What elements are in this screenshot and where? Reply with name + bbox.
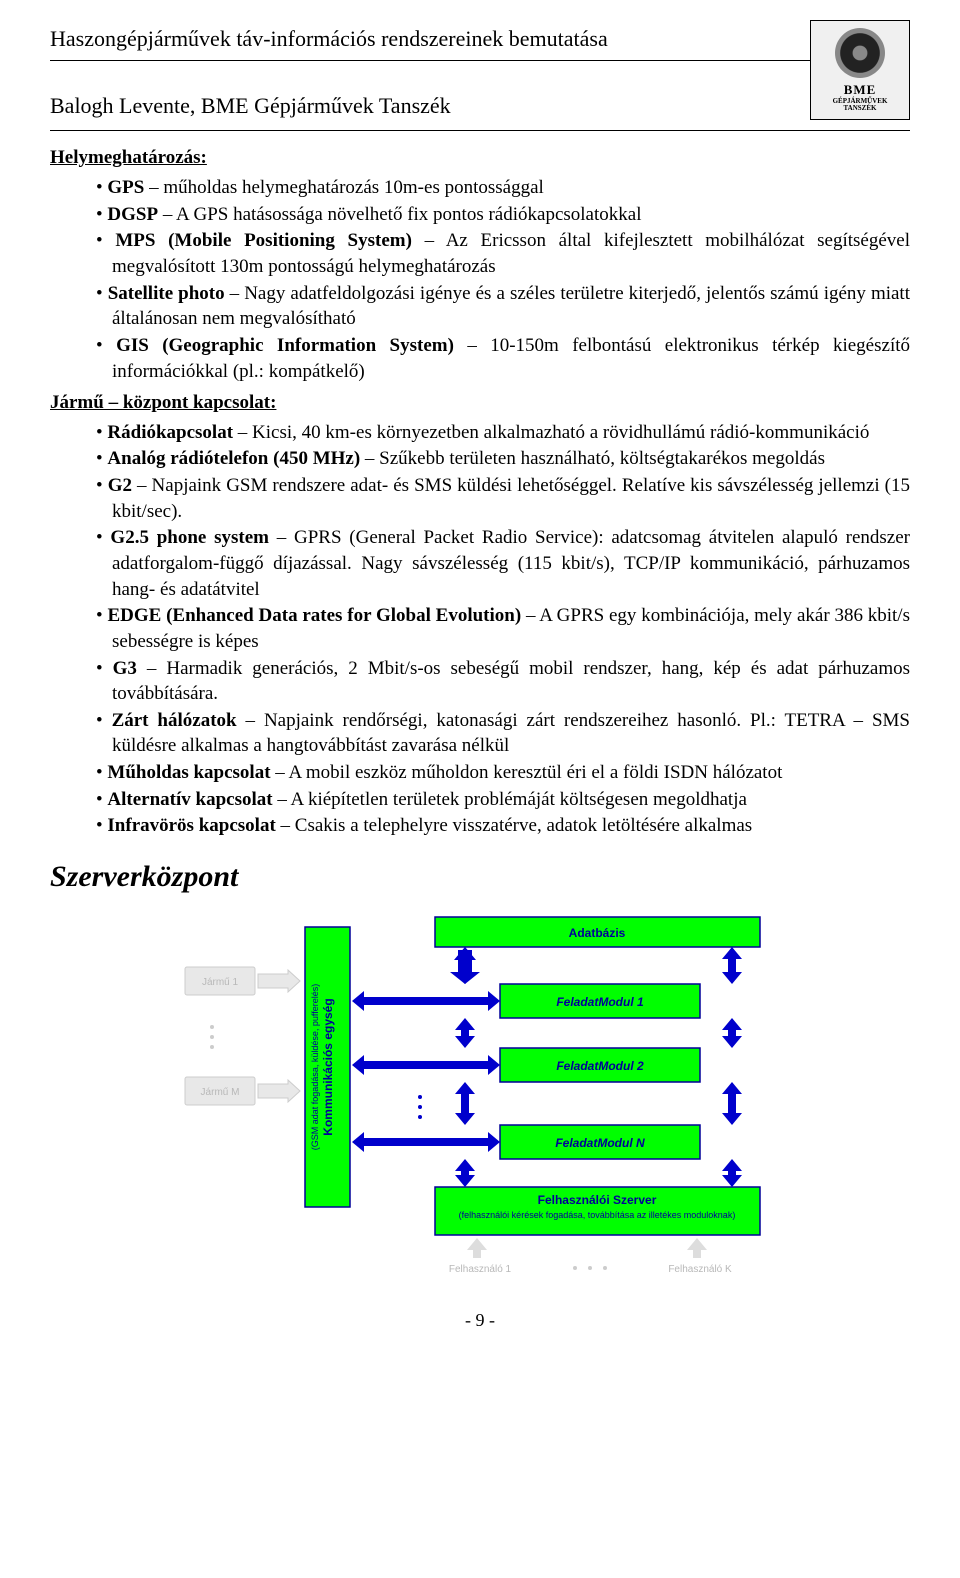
ghost-user-k: Felhasználó K [668,1264,732,1275]
logo-bme-text: BME [844,81,877,99]
item-term: DGSP [107,204,158,225]
list-item: GPS – műholdas helymeghatározás 10m-es p… [96,175,910,201]
ghost-vehicle-m: Jármű M [201,1087,240,1098]
section2-list: Rádiókapcsolat – Kicsi, 40 km-es környez… [50,420,910,839]
list-item: Zárt hálózatok – Napjaink rendőrségi, ka… [96,708,910,759]
database-label: Adatbázis [569,926,626,940]
header-rule-2 [50,130,910,131]
page-header: Haszongépjárművek táv-információs rendsz… [50,20,910,122]
logo-sub2: TANSZÉK [844,105,877,112]
item-term: MPS (Mobile Positioning System) [115,230,412,251]
list-item: G3 – Harmadik generációs, 2 Mbit/s-os se… [96,656,910,707]
item-term: Infravörös kapcsolat [107,815,275,836]
item-text: – Harmadik generációs, 2 Mbit/s-os sebes… [112,658,910,705]
comm-unit-sub: (GSM adat fogadása, küldése, pufferelés) [310,983,320,1149]
list-item: MPS (Mobile Positioning System) – Az Eri… [96,228,910,279]
list-item: Műholdas kapcsolat – A mobil eszköz műho… [96,760,910,786]
header-text-block: Haszongépjárművek táv-információs rendsz… [50,20,810,122]
item-term: G3 [113,658,137,679]
item-term: EDGE (Enhanced Data rates for Global Evo… [107,605,521,626]
list-item: Infravörös kapcsolat – Csakis a telephel… [96,813,910,839]
item-text: – Kicsi, 40 km-es környezetben alkalmazh… [233,422,869,443]
section1-heading: Helymeghatározás: [50,145,910,171]
item-term: Alternatív kapcsolat [107,789,272,810]
item-term: GPS [107,177,144,198]
document-title: Haszongépjárművek táv-információs rendsz… [50,24,810,54]
list-item: GIS (Geographic Information System) – 10… [96,333,910,384]
item-term: Satellite photo [108,283,225,304]
wheel-icon [835,28,885,78]
bme-logo: BME GÉPJÁRMŰVEK TANSZÉK [810,20,910,120]
item-text: – Szűkebb területen használható, költség… [360,448,825,469]
item-text: – Nagy adatfeldolgozási igénye és a szél… [112,283,910,330]
item-text: – A GPS hatásossága növelhető fix pontos… [158,204,641,225]
page-number: - 9 - [50,1308,910,1332]
module-2-label: FeladatModul 2 [556,1059,644,1073]
item-term: Zárt hálózatok [112,710,237,731]
ghost-vehicle-1: Jármű 1 [202,977,239,988]
module-1-label: FeladatModul 1 [556,995,644,1009]
item-text: – Napjaink GSM rendszere adat- és SMS kü… [112,475,910,522]
item-text: – A kiépítetlen területek problémáját kö… [273,789,747,810]
list-item: G2 – Napjaink GSM rendszere adat- és SMS… [96,473,910,524]
user-server-sub: (felhasználói kérések fogadása, továbbít… [459,1210,736,1220]
server-architecture-diagram: Jármű 1 Jármű M Kommunikációs egység (GS… [180,912,780,1282]
list-item: DGSP – A GPS hatásossága növelhető fix p… [96,202,910,228]
section1-list: GPS – műholdas helymeghatározás 10m-es p… [50,175,910,384]
ghost-user-1: Felhasználó 1 [449,1264,512,1275]
list-item: Rádiókapcsolat – Kicsi, 40 km-es környez… [96,420,910,446]
diagram-container: Jármű 1 Jármű M Kommunikációs egység (GS… [50,912,910,1282]
server-center-heading: Szerverközpont [50,857,910,898]
item-term: Műholdas kapcsolat [107,762,270,783]
item-term: G2.5 phone system [110,527,269,548]
item-term: G2 [108,475,132,496]
item-term: Analóg rádiótelefon (450 MHz) [107,448,360,469]
list-item: Alternatív kapcsolat – A kiépítetlen ter… [96,787,910,813]
comm-unit-label: Kommunikációs egység [321,998,335,1135]
list-item: G2.5 phone system – GPRS (General Packet… [96,525,910,602]
item-text: – A mobil eszköz műholdon keresztül éri … [271,762,783,783]
item-term: GIS (Geographic Information System) [116,335,454,356]
module-n-label: FeladatModul N [555,1136,645,1150]
header-rule-1 [50,60,810,61]
item-term: Rádiókapcsolat [107,422,233,443]
list-item: Satellite photo – Nagy adatfeldolgozási … [96,281,910,332]
list-item: Analóg rádiótelefon (450 MHz) – Szűkebb … [96,446,910,472]
list-item: EDGE (Enhanced Data rates for Global Evo… [96,603,910,654]
item-text: – Csakis a telephelyre visszatérve, adat… [276,815,752,836]
document-author: Balogh Levente, BME Gépjárművek Tanszék [50,91,810,121]
item-text: – műholdas helymeghatározás 10m-es ponto… [144,177,543,198]
user-server-label: Felhasználói Szerver [538,1193,657,1207]
section2-heading: Jármű – központ kapcsolat: [50,390,910,416]
